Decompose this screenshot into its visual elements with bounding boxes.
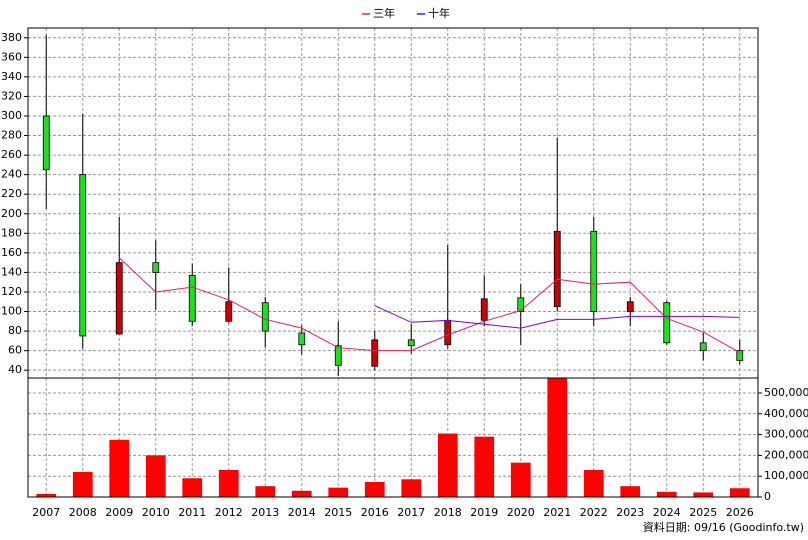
candle-body xyxy=(626,301,634,312)
x-tick-label: 2025 xyxy=(689,506,717,519)
candle-body xyxy=(407,339,415,347)
candle-body xyxy=(371,339,379,367)
line-series xyxy=(118,257,740,354)
plot-frame xyxy=(27,27,759,379)
candle-body xyxy=(480,298,488,321)
candle-body xyxy=(590,230,598,312)
y-tick-label: 0 xyxy=(764,490,771,503)
bar xyxy=(510,462,531,497)
y-tick-label: 100 xyxy=(1,305,22,318)
y-tick-label: 120 xyxy=(1,285,22,298)
candle-body xyxy=(42,115,50,171)
bar xyxy=(729,488,750,497)
y-tick-label: 200,000 xyxy=(764,448,808,461)
legend-label: 三年 xyxy=(373,6,395,20)
y-tick-label: 360 xyxy=(1,50,22,63)
y-tick-label: 340 xyxy=(1,70,22,83)
bar xyxy=(656,491,677,497)
x-tick-label: 2023 xyxy=(616,506,644,519)
bar xyxy=(36,493,57,497)
candle-body xyxy=(444,319,452,346)
x-tick-label: 2007 xyxy=(32,506,60,519)
y-tick-label: 180 xyxy=(1,226,22,239)
bar xyxy=(145,455,166,497)
bar xyxy=(291,490,312,497)
x-tick-label: 2016 xyxy=(361,506,389,519)
y-tick-label: 100,000 xyxy=(764,469,808,482)
x-tick-label: 2014 xyxy=(288,506,316,519)
candle-body xyxy=(261,302,269,332)
bar xyxy=(401,479,422,497)
x-tick-label: 2008 xyxy=(69,506,97,519)
bar xyxy=(474,436,495,497)
x-tick-label: 2015 xyxy=(324,506,352,519)
candle-body xyxy=(517,297,525,312)
bar xyxy=(364,482,385,497)
bar xyxy=(72,472,93,497)
bar xyxy=(437,433,458,497)
bar xyxy=(328,487,349,497)
candle-body xyxy=(699,342,707,352)
x-tick-label: 2018 xyxy=(434,506,462,519)
line-series xyxy=(374,305,740,329)
candle-body xyxy=(152,262,160,273)
bar xyxy=(620,486,641,497)
x-tick-label: 2009 xyxy=(105,506,133,519)
y-tick-label: 80 xyxy=(8,324,22,337)
y-tick-label: 280 xyxy=(1,129,22,142)
y-tick-label: 140 xyxy=(1,265,22,278)
bar xyxy=(218,469,239,497)
y-tick-label: 320 xyxy=(1,89,22,102)
y-tick-label: 300 xyxy=(1,109,22,122)
bar xyxy=(109,439,130,497)
y-tick-label: 380 xyxy=(1,31,22,44)
y-tick-label: 160 xyxy=(1,246,22,259)
candle-body xyxy=(115,262,123,335)
x-tick-label: 2024 xyxy=(653,506,681,519)
candle-body xyxy=(663,302,671,344)
bar xyxy=(255,486,276,497)
x-tick-label: 2020 xyxy=(507,506,535,519)
x-tick-label: 2022 xyxy=(580,506,608,519)
bar xyxy=(182,478,203,497)
footer: 資料日期: 09/16 (Goodinfo.tw) xyxy=(643,520,804,534)
x-tick-label: 2010 xyxy=(142,506,170,519)
bar xyxy=(583,469,604,497)
bar xyxy=(547,378,568,497)
candle-body xyxy=(188,274,196,322)
y-tick-label: 220 xyxy=(1,187,22,200)
x-tick-label: 2017 xyxy=(397,506,425,519)
y-tick-label: 200 xyxy=(1,207,22,220)
bar xyxy=(693,492,714,497)
x-tick-label: 2021 xyxy=(543,506,571,519)
y-tick-label: 300,000 xyxy=(764,428,808,441)
x-tick-label: 2013 xyxy=(251,506,279,519)
y-tick-label: 240 xyxy=(1,168,22,181)
y-tick-label: 500,000 xyxy=(764,386,808,399)
candle-body xyxy=(225,301,233,322)
x-tick-label: 2012 xyxy=(215,506,243,519)
y-tick-label: 260 xyxy=(1,148,22,161)
plot-frame xyxy=(27,377,759,498)
candle-body xyxy=(736,350,744,361)
candle-body xyxy=(298,332,306,346)
candle-body xyxy=(79,174,87,337)
candle-body xyxy=(553,230,561,308)
y-tick-label: 60 xyxy=(8,344,22,357)
y-tick-label: 40 xyxy=(8,363,22,376)
candle-body xyxy=(334,345,342,366)
x-tick-label: 2019 xyxy=(470,506,498,519)
x-tick-label: 2011 xyxy=(178,506,206,519)
legend-label: 十年 xyxy=(428,6,450,20)
y-tick-label: 400,000 xyxy=(764,407,808,420)
x-tick-label: 2026 xyxy=(726,506,754,519)
